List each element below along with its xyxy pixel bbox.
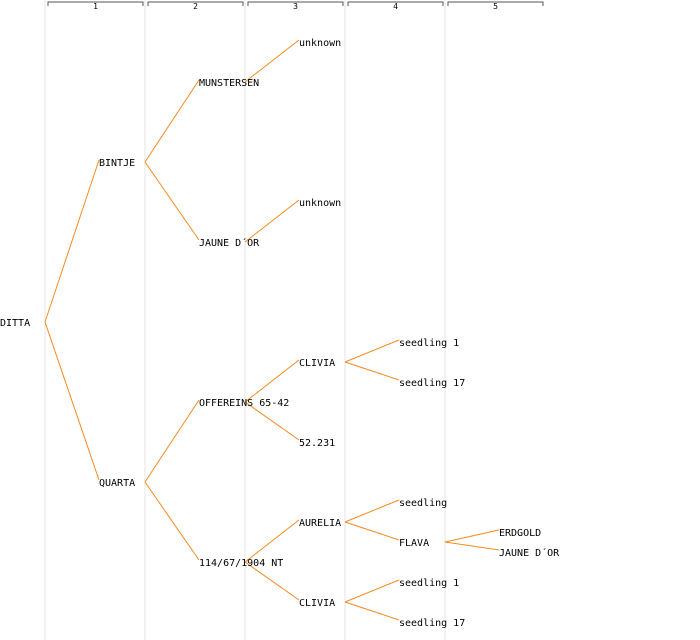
ancestor-label: 52.231 bbox=[299, 438, 335, 449]
generation-header: 1 2 3 4 5 bbox=[47, 1, 544, 11]
ancestor-label: CLIVIA bbox=[299, 358, 335, 369]
parent-edge bbox=[244, 401, 300, 441]
generation-number: 5 bbox=[493, 2, 498, 11]
parent-edge bbox=[344, 361, 400, 381]
ancestor-label: OFFEREINS 65-42 bbox=[199, 398, 289, 409]
parent-edge bbox=[244, 39, 300, 83]
parent-edge bbox=[244, 519, 300, 563]
parent-edge bbox=[344, 601, 400, 621]
parent-edge bbox=[144, 161, 200, 241]
ancestor-label: CLIVIA bbox=[299, 598, 335, 609]
ancestor-label: unknown bbox=[299, 38, 341, 49]
parent-edge bbox=[144, 481, 200, 561]
generation-bracket bbox=[47, 1, 144, 6]
ancestor-label: QUARTA bbox=[99, 478, 135, 489]
ancestor-label: seedling 17 bbox=[399, 618, 465, 629]
ancestor-label: seedling 1 bbox=[399, 338, 459, 349]
generation-number: 3 bbox=[293, 2, 298, 11]
generation-bracket bbox=[347, 1, 444, 6]
ancestor-label: seedling bbox=[399, 498, 447, 509]
parent-edge bbox=[244, 561, 300, 601]
parent-edge bbox=[344, 499, 400, 523]
ancestor-label: seedling 1 bbox=[399, 578, 459, 589]
parent-edge bbox=[144, 79, 200, 163]
parent-edge bbox=[244, 199, 300, 243]
generation-gridlines bbox=[44, 0, 446, 640]
ancestor-label: seedling 17 bbox=[399, 378, 465, 389]
parent-edge bbox=[444, 529, 500, 543]
parent-edge bbox=[344, 579, 400, 603]
ancestor-label: JAUNE D´OR bbox=[499, 547, 560, 559]
parent-edge bbox=[44, 321, 100, 481]
generation-bracket bbox=[447, 1, 544, 6]
parent-edge bbox=[244, 359, 300, 403]
generation-number: 4 bbox=[393, 2, 398, 11]
root-node-label: DITTA bbox=[0, 318, 30, 329]
ancestor-label: MUNSTERSEN bbox=[199, 78, 259, 89]
ancestor-label: AURELIA bbox=[299, 518, 341, 529]
parent-edge bbox=[344, 521, 400, 541]
generation-bracket bbox=[147, 1, 244, 6]
ancestor-label: BINTJE bbox=[99, 158, 135, 169]
ancestor-label: ERDGOLD bbox=[499, 528, 541, 539]
parent-edge bbox=[344, 339, 400, 363]
parent-edge bbox=[444, 541, 500, 551]
ancestor-label: unknown bbox=[299, 198, 341, 209]
parent-edge bbox=[44, 159, 100, 323]
ancestor-label: FLAVA bbox=[399, 538, 429, 549]
ancestor-label: JAUNE D´OR bbox=[199, 237, 260, 249]
generation-number: 1 bbox=[93, 2, 98, 11]
tree-edges bbox=[44, 39, 500, 621]
generation-bracket bbox=[247, 1, 344, 6]
ancestor-label: 114/67/1904 NT bbox=[199, 558, 283, 569]
parent-edge bbox=[144, 399, 200, 483]
generation-number: 2 bbox=[193, 2, 198, 11]
tree-labels: DITTA BINTJE MUNSTERSEN unknown JAUNE D´OR un… bbox=[0, 38, 560, 629]
